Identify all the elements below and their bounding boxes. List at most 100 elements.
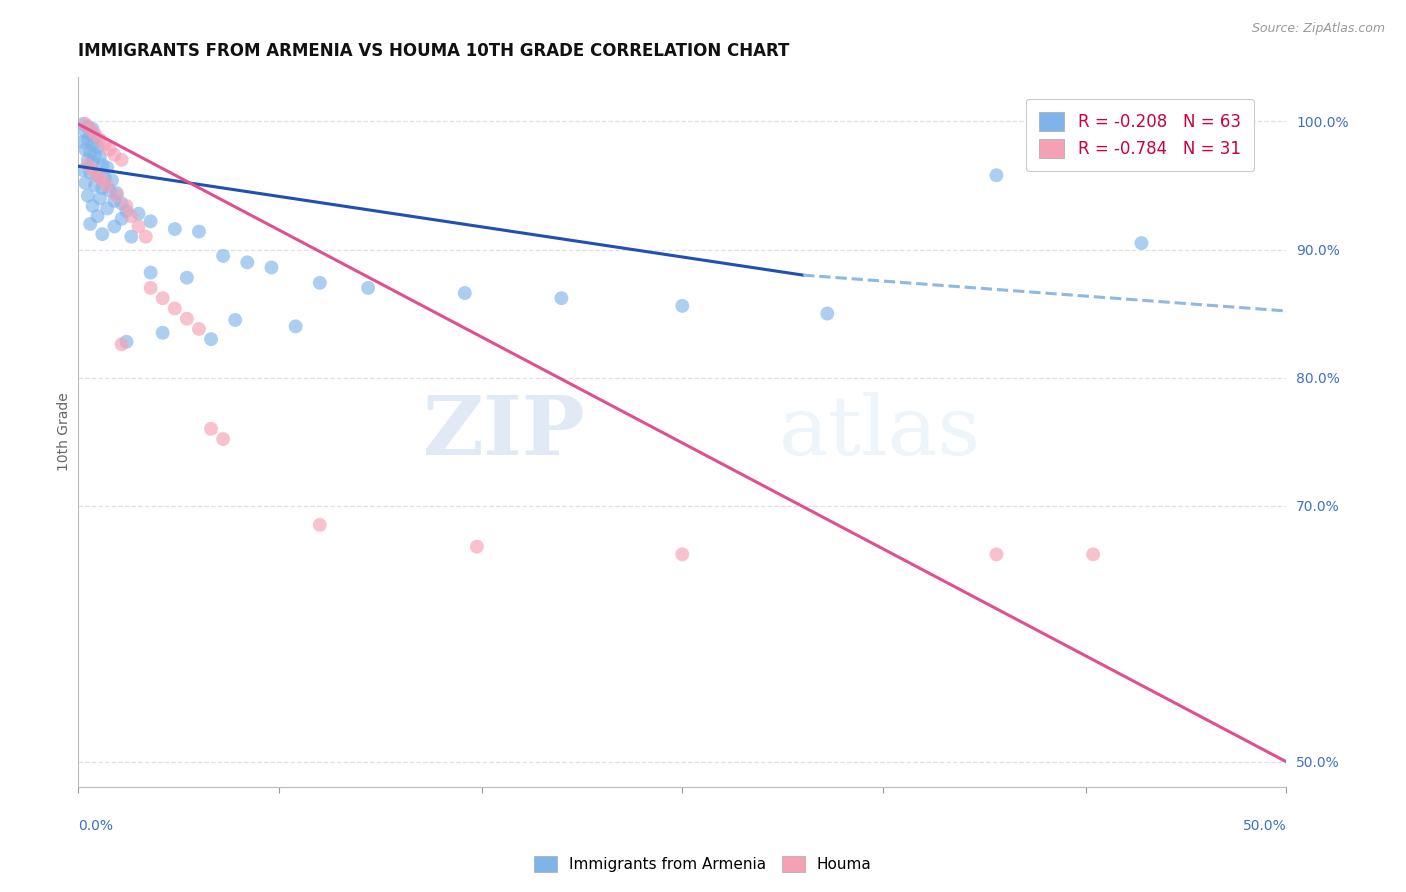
Point (89, 132, 111, 146)
Point (82, 163, 104, 178)
Point (86, 140, 108, 154)
Point (465, 540, 488, 554)
Point (82, 137, 104, 152)
Point (212, 249, 235, 263)
Point (72, 117, 94, 131)
Point (76, 188, 98, 202)
Point (111, 196, 134, 211)
Point (224, 313, 246, 327)
Text: 50.0%: 50.0% (1243, 820, 1286, 833)
Point (135, 229, 157, 244)
Point (115, 204, 138, 219)
Point (91, 227, 114, 241)
Point (103, 194, 125, 208)
Point (115, 199, 138, 213)
Point (75, 117, 97, 131)
Point (671, 299, 693, 313)
Point (91, 181, 114, 195)
Point (101, 173, 124, 187)
Point (105, 186, 128, 201)
Point (111, 211, 134, 226)
Point (176, 270, 198, 285)
Point (75, 125, 97, 139)
Text: IMMIGRANTS FROM ARMENIA VS HOUMA 10TH GRADE CORRELATION CHART: IMMIGRANTS FROM ARMENIA VS HOUMA 10TH GR… (79, 42, 790, 60)
Point (96, 161, 118, 175)
Point (79, 127, 101, 141)
Point (128, 207, 150, 221)
Text: 0.0%: 0.0% (79, 820, 112, 833)
Point (79, 145, 101, 160)
Point (357, 281, 380, 295)
Point (93, 137, 115, 152)
Point (86, 168, 108, 182)
Point (72, 163, 94, 178)
Point (139, 266, 162, 280)
Text: atlas: atlas (779, 392, 981, 472)
Point (93, 170, 115, 185)
Point (139, 281, 162, 295)
Point (115, 334, 138, 349)
Point (1081, 547, 1104, 561)
Text: ZIP: ZIP (423, 392, 586, 472)
Point (75, 143, 97, 157)
Point (236, 255, 259, 269)
Point (72, 135, 94, 149)
Point (260, 260, 283, 275)
Legend: Immigrants from Armenia, Houma: Immigrants from Armenia, Houma (527, 848, 879, 880)
Text: Source: ZipAtlas.com: Source: ZipAtlas.com (1251, 22, 1385, 36)
Point (82, 199, 104, 213)
Point (111, 337, 134, 351)
Point (176, 311, 198, 326)
Point (79, 217, 101, 231)
Point (200, 422, 222, 436)
Point (76, 158, 98, 172)
Point (200, 332, 222, 346)
Point (986, 168, 1008, 182)
Point (84, 127, 107, 141)
Point (815, 307, 838, 321)
Point (98, 143, 121, 157)
Point (671, 547, 693, 561)
Point (212, 432, 235, 446)
Point (91, 173, 114, 187)
Point (96, 202, 118, 216)
Point (82, 155, 104, 169)
Point (308, 276, 330, 290)
Point (188, 322, 211, 336)
Point (89, 191, 111, 205)
Point (76, 132, 98, 146)
Point (120, 229, 142, 244)
Point (98, 184, 121, 198)
Point (986, 547, 1008, 561)
Point (82, 122, 104, 136)
Point (550, 291, 572, 305)
Point (86, 209, 108, 223)
Point (76, 120, 98, 134)
Point (163, 301, 186, 316)
Point (284, 319, 307, 334)
Point (86, 168, 108, 182)
Point (1130, 236, 1153, 251)
Point (103, 147, 125, 161)
Point (188, 225, 211, 239)
Point (163, 222, 186, 236)
Point (79, 122, 101, 136)
Point (89, 150, 111, 164)
Point (152, 291, 174, 305)
Point (96, 178, 118, 193)
Y-axis label: 10th Grade: 10th Grade (58, 392, 72, 471)
Point (79, 166, 101, 180)
Point (103, 219, 125, 234)
Point (128, 219, 150, 234)
Point (75, 176, 97, 190)
Point (308, 517, 330, 532)
Point (454, 286, 477, 301)
Point (152, 326, 174, 340)
Point (105, 188, 128, 202)
Point (76, 153, 98, 167)
Point (91, 158, 114, 172)
Point (111, 153, 134, 167)
Legend: R = -0.208   N = 63, R = -0.784   N = 31: R = -0.208 N = 63, R = -0.784 N = 31 (1026, 99, 1254, 171)
Point (84, 129, 107, 144)
Point (139, 214, 162, 228)
